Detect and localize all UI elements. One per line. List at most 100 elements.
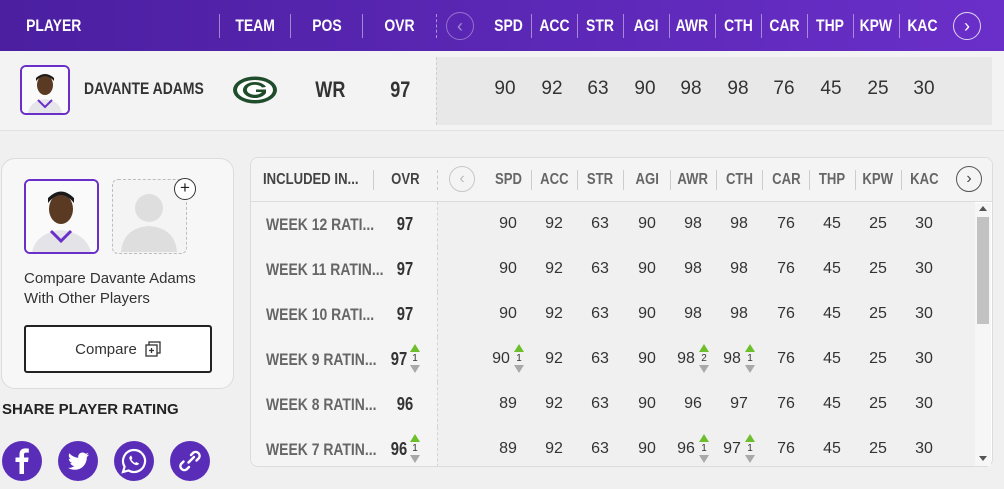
decrease-arrow-icon [745, 365, 755, 373]
rating-week-label[interactable]: WEEK 12 RATI... [266, 215, 398, 235]
header-divider [716, 170, 717, 190]
table-prev-button[interactable]: ‹ [449, 166, 475, 192]
increase-arrow-icon [699, 344, 709, 352]
table-row[interactable]: WEEK 7 RATIN... 96 1 89 92 63 90 96 1 97 1 76 45 25 30 [251, 427, 975, 466]
rating-overall: 97 [387, 304, 423, 325]
compare-button[interactable]: Compare [24, 325, 212, 373]
increase-arrow-icon [745, 434, 755, 442]
rating-stat-kac: 30 [915, 260, 933, 277]
header-next-button[interactable]: › [953, 12, 981, 40]
header-divider [670, 170, 671, 190]
scroll-down-arrow[interactable] [979, 456, 987, 461]
ratings-ovr-label: OVR [390, 171, 420, 188]
twitter-icon[interactable] [58, 441, 98, 481]
table-row[interactable]: WEEK 10 RATI... 97 90 92 63 90 98 98 76 45 25 30 [251, 292, 975, 337]
rating-week-label[interactable]: WEEK 11 RATIN... [266, 260, 409, 280]
rating-stat-cth: 98 [723, 350, 741, 367]
rating-week-label[interactable]: WEEK 10 RATI... [266, 305, 398, 325]
decrease-arrow-icon [699, 455, 709, 463]
ratings-ovr-header: OVR [387, 158, 423, 202]
rating-change-indicator: 1 [698, 434, 710, 466]
rating-week-label[interactable]: WEEK 9 RATIN... [266, 350, 401, 370]
header-ovr-label: OVR [383, 16, 415, 35]
rating-overall-text: 97 [396, 214, 414, 234]
player-name[interactable]: DAVANTE ADAMS [84, 79, 230, 99]
rating-stat-kpw: 25 [869, 350, 887, 367]
rating-stat-spd: 89 [499, 395, 517, 412]
header-divider [899, 14, 900, 38]
rating-week-label[interactable]: WEEK 7 RATIN... [266, 440, 401, 460]
rating-overall: 97 [387, 259, 423, 280]
rating-stat-awr: 98 [684, 305, 702, 322]
header-stat-label: THP [816, 16, 844, 35]
header-divider [362, 14, 363, 38]
link-icon[interactable] [170, 441, 210, 481]
increase-arrow-icon [699, 434, 709, 442]
rating-stat-awr: 96 [684, 395, 702, 412]
header-prev-button[interactable]: ‹ [446, 12, 474, 40]
rating-week-label-text[interactable]: WEEK 11 RATIN... [266, 260, 384, 279]
rating-stat-spd: 90 [499, 305, 517, 322]
rating-stat-acc: 92 [545, 440, 563, 457]
scroll-up-arrow[interactable] [979, 206, 987, 211]
table-next-button[interactable]: › [956, 166, 982, 192]
rating-week-label[interactable]: WEEK 8 RATIN... [266, 395, 401, 415]
packers-logo-icon [232, 76, 278, 109]
rating-overall-text: 97 [390, 349, 408, 369]
header-divider [437, 170, 438, 190]
header-stat-car: CAR [761, 0, 807, 51]
decrease-arrow-icon [514, 365, 524, 373]
header-divider [853, 14, 854, 38]
table-stat-header-car: CAR [763, 158, 809, 202]
rating-stat-kpw: 25 [869, 440, 887, 457]
player-position-text: WR [315, 77, 346, 102]
rating-stat-car: 76 [777, 440, 795, 457]
table-stat-label: AGI [635, 171, 659, 188]
change-amount: 1 [412, 443, 418, 454]
player-stat-thp: 45 [820, 78, 842, 99]
table-row[interactable]: WEEK 12 RATI... 97 90 92 63 90 98 98 76 45 25 30 [251, 202, 975, 247]
rating-stat-awr: 98 [684, 215, 702, 232]
table-stat-header-spd: SPD [485, 158, 531, 202]
scroll-thumb[interactable] [977, 217, 989, 324]
change-amount: 1 [747, 353, 753, 364]
header-pos-label: POS [311, 16, 342, 35]
table-stat-label: KPW [862, 171, 894, 188]
rating-week-label-text[interactable]: WEEK 12 RATI... [266, 215, 375, 234]
table-row[interactable]: WEEK 11 RATIN... 97 90 92 63 90 98 98 76 45 25 30 [251, 247, 975, 292]
rating-stat-spd: 90 [492, 350, 510, 367]
facebook-icon[interactable] [2, 441, 42, 481]
rating-stat-car: 76 [777, 350, 795, 367]
rating-stats-cell [437, 202, 975, 247]
player-name-text[interactable]: DAVANTE ADAMS [84, 79, 204, 98]
player-stat-awr: 98 [680, 78, 702, 99]
rating-label-cell: WEEK 10 RATI... 97 [251, 292, 437, 337]
header-divider [531, 170, 532, 190]
rating-week-label-text[interactable]: WEEK 8 RATIN... [266, 395, 377, 414]
table-scrollbar[interactable] [975, 203, 991, 466]
table-row[interactable]: WEEK 8 RATIN... 96 89 92 63 90 96 97 76 45 25 30 [251, 382, 975, 427]
decrease-arrow-icon [410, 455, 420, 463]
rating-change-indicator: 1 [409, 344, 421, 376]
rating-stat-str: 63 [591, 305, 609, 322]
table-row[interactable]: WEEK 9 RATIN... 97 1 90 1 92 63 90 98 2 98 1 76 45 25 3… [251, 337, 975, 382]
header-team-label: TEAM [235, 16, 275, 35]
header-divider [219, 14, 220, 38]
header-divider [807, 14, 808, 38]
table-stat-header-kac: KAC [901, 158, 947, 202]
rating-week-label-text[interactable]: WEEK 9 RATIN... [266, 350, 377, 369]
add-player-button[interactable]: + [174, 178, 196, 200]
player-stat-str: 63 [587, 78, 609, 99]
rating-stats-cell [437, 247, 975, 292]
table-stat-label: CAR [771, 171, 801, 188]
compare-description: Compare Davante Adams With Other Players [24, 270, 196, 307]
player-row: DAVANTE ADAMS WR 97 90 92 63 90 98 98 76 45 25 30 [0, 51, 1004, 131]
rating-stats-cell [437, 382, 975, 427]
rating-stat-spd: 90 [499, 215, 517, 232]
whatsapp-icon[interactable] [114, 441, 154, 481]
rating-stat-agi: 90 [638, 260, 656, 277]
rating-week-label-text[interactable]: WEEK 7 RATIN... [266, 440, 377, 459]
player-overall: 97 [388, 77, 412, 103]
rating-week-label-text[interactable]: WEEK 10 RATI... [266, 305, 375, 324]
rating-stat-str: 63 [591, 260, 609, 277]
